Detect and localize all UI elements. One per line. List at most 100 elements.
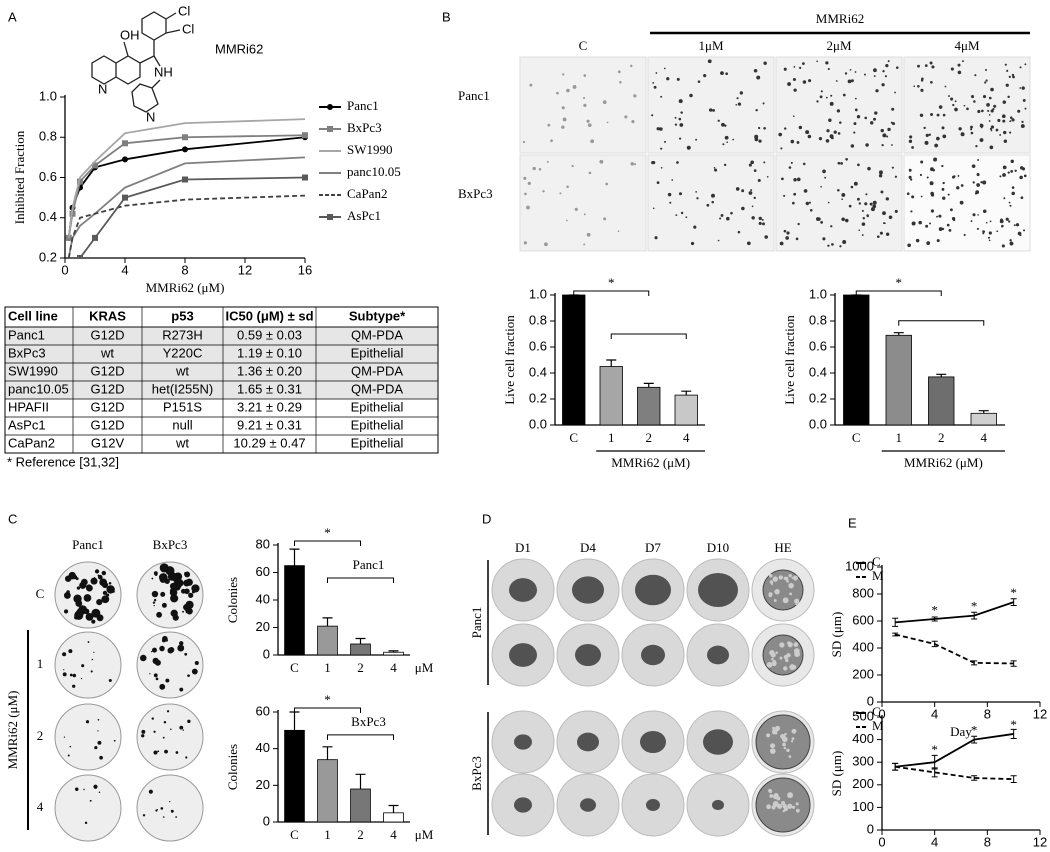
cell-dot (1005, 83, 1009, 87)
cell-dot (566, 185, 569, 189)
cell-dot (854, 108, 858, 112)
cell-dot (938, 105, 943, 109)
colony (153, 750, 158, 755)
colony (90, 577, 98, 585)
legend-label: panc10.05 (347, 164, 401, 179)
cell-dot (908, 175, 912, 179)
cell-dot (829, 101, 834, 106)
cell-dot (538, 168, 542, 171)
error-bar (893, 332, 904, 336)
cell-dot (917, 85, 920, 88)
cell-dot (924, 140, 929, 145)
error-bar (388, 650, 399, 653)
colony (152, 601, 156, 604)
cell-dot (950, 97, 954, 101)
colony (150, 650, 153, 653)
colony (69, 673, 73, 677)
cell-dot (850, 185, 854, 189)
cell-dot (666, 77, 670, 81)
table-cell: Epithelial (351, 345, 404, 360)
table-cell: HPAFII (8, 399, 49, 414)
colony (170, 594, 179, 603)
cell-dot (726, 141, 728, 143)
cell-dot (695, 191, 697, 193)
cell-dot (906, 192, 910, 196)
bracket (898, 320, 985, 326)
legend-label: BxPc3 (347, 120, 382, 135)
colony (69, 745, 72, 748)
y-axis-title: SD (μm) (829, 612, 844, 658)
y-tick-label: 20 (256, 619, 270, 634)
cell-dot (562, 117, 567, 122)
cell-dot (948, 228, 952, 232)
table-cell: G12D (91, 363, 125, 378)
cell-dot (524, 192, 527, 196)
cell-dot (942, 196, 946, 200)
colony (63, 669, 65, 671)
cell-dot (678, 117, 682, 121)
marker (92, 162, 98, 169)
cell-dot (566, 88, 570, 93)
cell-dot (930, 80, 933, 84)
table-cell: QM-PDA (351, 363, 403, 378)
series-line (894, 633, 1014, 665)
cell-dot (1010, 159, 1014, 164)
cell-dot (879, 231, 883, 235)
x-tick-label: 16 (298, 262, 312, 277)
cell-dot (652, 207, 655, 210)
cell-dot (798, 66, 802, 69)
cell-dot (911, 221, 916, 226)
cell-dot (663, 67, 666, 70)
series-line (895, 733, 1014, 768)
cell-dot (532, 166, 536, 171)
cell-dot (820, 90, 823, 93)
cell-dot (803, 189, 808, 193)
cell-dot (870, 207, 875, 212)
cell-dot (750, 189, 753, 192)
bracket (610, 333, 687, 339)
cell-dot (835, 80, 838, 82)
cell-dot (784, 127, 787, 130)
y-tick-label: 80 (256, 536, 270, 551)
cell-dot (869, 202, 873, 206)
plate (54, 774, 122, 842)
cell-dot (713, 167, 716, 169)
cell-dot (861, 209, 864, 212)
he-texture (794, 651, 801, 658)
cell-dot (1003, 130, 1007, 135)
compound-name: MMRi62 (215, 41, 263, 56)
cell-dot (599, 159, 604, 164)
cell-dot (873, 75, 876, 77)
error-bar (1010, 728, 1017, 739)
cell-dot (950, 67, 954, 71)
marker (302, 174, 308, 181)
cell-dot (929, 181, 934, 186)
x-unit: μM (415, 660, 434, 675)
cell-dot (816, 100, 819, 103)
he-texture (773, 794, 778, 800)
colony (167, 571, 177, 581)
cell-dot (864, 202, 868, 206)
he-texture (766, 733, 771, 738)
colony (108, 678, 112, 683)
colony (187, 674, 190, 678)
cell-dot (758, 139, 762, 143)
table-cell: QM-PDA (351, 381, 403, 396)
cell-dot (827, 201, 830, 204)
cell-dot (780, 147, 783, 150)
he-texture (782, 742, 786, 747)
colony (175, 585, 181, 591)
cell-dot (880, 190, 884, 194)
cell-dot (741, 206, 745, 211)
cell-dot (1022, 98, 1026, 102)
cell-dot (854, 71, 857, 73)
he-texture (788, 573, 792, 578)
error-bar (643, 382, 654, 388)
cell-dot (929, 61, 933, 65)
cell-dot (841, 198, 844, 201)
cell-dot (757, 178, 761, 183)
cell-dot (529, 83, 533, 87)
cell-dot (763, 161, 766, 164)
cell-dot (929, 222, 931, 225)
cell-dot (676, 77, 680, 81)
